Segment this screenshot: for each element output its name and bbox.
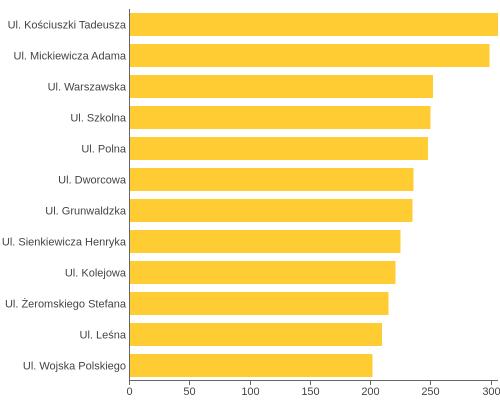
bar xyxy=(129,13,498,36)
bar xyxy=(129,230,401,253)
category-label: Ul. Kościuszki Tadeusza xyxy=(8,20,127,32)
category-label: Ul. Dworcowa xyxy=(58,175,127,187)
category-label: Ul. Wojska Polskiego xyxy=(23,361,126,373)
bar xyxy=(129,292,389,315)
bar xyxy=(129,44,490,67)
category-label: Ul. Polna xyxy=(81,144,127,156)
category-label: Ul. Leśna xyxy=(80,330,127,342)
x-tick-label: 0 xyxy=(126,386,132,398)
x-tick-label: 200 xyxy=(361,386,379,398)
x-tick-label: 250 xyxy=(421,386,439,398)
bar xyxy=(129,137,429,160)
bar xyxy=(129,261,396,284)
bar xyxy=(129,106,431,129)
bars-layer xyxy=(129,13,498,377)
x-tick-label: 100 xyxy=(241,386,259,398)
x-tick-label: 300 xyxy=(482,386,500,398)
category-labels: Ul. Kościuszki Tadeusza Ul. Mickiewicza A… xyxy=(2,20,127,373)
category-label: Ul. Kolejowa xyxy=(65,268,127,280)
category-label: Ul. Grunwaldzka xyxy=(45,206,127,218)
category-label: Ul. Warszawska xyxy=(48,82,127,94)
category-label: Ul. Mickiewicza Adama xyxy=(14,51,127,63)
category-label: Ul. Szkolna xyxy=(70,113,127,125)
category-label: Ul. Żeromskiego Stefana xyxy=(5,298,127,311)
bar xyxy=(129,199,413,222)
bar xyxy=(129,75,433,98)
bar xyxy=(129,168,414,191)
bar xyxy=(129,323,383,346)
axes: 0 50 100 150 200 250 300 xyxy=(126,9,500,398)
bar xyxy=(129,354,373,377)
category-label: Ul. Sienkiewicza Henryka xyxy=(2,237,127,249)
x-tick-label: 150 xyxy=(301,386,319,398)
x-tick-label: 50 xyxy=(183,386,195,398)
